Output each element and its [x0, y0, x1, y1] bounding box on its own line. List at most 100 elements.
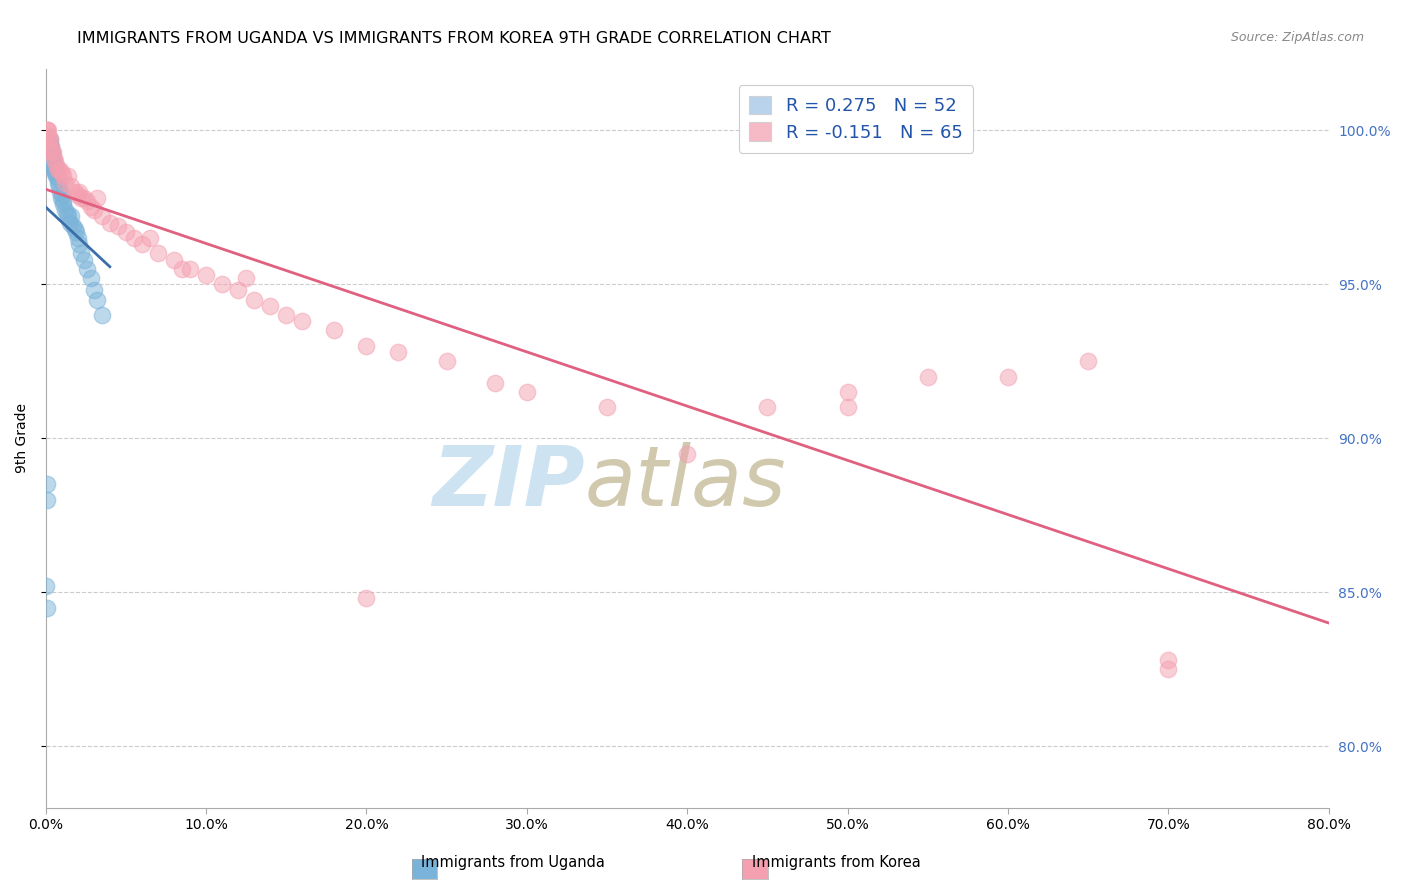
Point: [51, 166, 73, 180]
Point: [90, 210, 112, 224]
Point: [39, 142, 62, 156]
Point: [235, 271, 257, 285]
Point: [259, 299, 281, 313]
Point: [41, 145, 63, 159]
Point: [41, 151, 63, 165]
Point: [51, 194, 73, 208]
Point: [86, 191, 108, 205]
Text: ZIP: ZIP: [432, 442, 585, 523]
Text: IMMIGRANTS FROM UGANDA VS IMMIGRANTS FROM KOREA 9TH GRADE CORRELATION CHART: IMMIGRANTS FROM UGANDA VS IMMIGRANTS FRO…: [77, 31, 831, 46]
Point: [86, 293, 108, 307]
Point: [1157, 653, 1180, 667]
Point: [60, 178, 83, 193]
Point: [49, 191, 72, 205]
Point: [45, 160, 67, 174]
Point: [53, 176, 76, 190]
Point: [436, 354, 458, 368]
Point: [42, 163, 65, 178]
Point: [596, 401, 619, 415]
Point: [38, 142, 60, 156]
Point: [83, 284, 105, 298]
Point: [79, 200, 101, 214]
Point: [55, 206, 77, 220]
Point: [38, 132, 60, 146]
Point: [35, 123, 58, 137]
Point: [39, 138, 62, 153]
Point: [484, 376, 506, 390]
Point: [37, 138, 59, 153]
Point: [146, 246, 169, 260]
Point: [35, 600, 58, 615]
Point: [70, 191, 93, 205]
Point: [131, 237, 153, 252]
Point: [37, 145, 59, 159]
Point: [65, 225, 87, 239]
Text: Immigrants from Uganda: Immigrants from Uganda: [422, 855, 605, 870]
Point: [62, 219, 84, 233]
Point: [997, 369, 1019, 384]
Point: [42, 157, 65, 171]
Point: [53, 203, 76, 218]
Point: [59, 216, 82, 230]
Point: [44, 153, 66, 168]
Point: [51, 187, 73, 202]
Point: [38, 148, 60, 162]
Point: [66, 187, 89, 202]
Point: [76, 194, 98, 208]
Point: [49, 185, 72, 199]
Point: [356, 591, 378, 606]
Text: Source: ZipAtlas.com: Source: ZipAtlas.com: [1230, 31, 1364, 45]
Point: [37, 123, 59, 137]
Point: [83, 203, 105, 218]
Point: [45, 169, 67, 184]
Point: [211, 277, 233, 292]
Point: [917, 369, 939, 384]
Point: [42, 153, 65, 168]
Point: [73, 252, 96, 267]
Point: [1157, 662, 1180, 676]
Point: [291, 314, 314, 328]
Point: [39, 145, 62, 159]
Point: [41, 157, 63, 171]
Point: [195, 268, 218, 282]
Point: [837, 401, 859, 415]
Point: [42, 160, 65, 174]
Point: [67, 185, 90, 199]
Point: [76, 261, 98, 276]
Point: [37, 123, 59, 137]
Point: [44, 166, 66, 180]
Point: [516, 385, 538, 400]
Point: [676, 447, 699, 461]
Point: [73, 191, 96, 205]
Point: [139, 231, 162, 245]
Text: Immigrants from Korea: Immigrants from Korea: [752, 855, 921, 870]
Point: [756, 401, 779, 415]
Point: [49, 163, 72, 178]
Legend: R = 0.275   N = 52, R = -0.151   N = 65: R = 0.275 N = 52, R = -0.151 N = 65: [738, 85, 973, 153]
Y-axis label: 9th Grade: 9th Grade: [15, 403, 30, 474]
Point: [66, 231, 89, 245]
Point: [56, 169, 79, 184]
Point: [37, 151, 59, 165]
Point: [46, 172, 69, 186]
Point: [35, 477, 58, 491]
Point: [837, 385, 859, 400]
Point: [45, 166, 67, 180]
Point: [122, 231, 145, 245]
Point: [52, 169, 75, 184]
Point: [63, 221, 86, 235]
Point: [67, 237, 90, 252]
Point: [48, 176, 70, 190]
Point: [356, 339, 378, 353]
Point: [70, 246, 93, 260]
Point: [98, 216, 121, 230]
Point: [56, 210, 79, 224]
Point: [37, 129, 59, 144]
Point: [38, 132, 60, 146]
Point: [35, 579, 58, 593]
Point: [60, 210, 83, 224]
Point: [44, 160, 66, 174]
Point: [323, 323, 346, 337]
Text: atlas: atlas: [585, 442, 786, 523]
Point: [387, 345, 409, 359]
